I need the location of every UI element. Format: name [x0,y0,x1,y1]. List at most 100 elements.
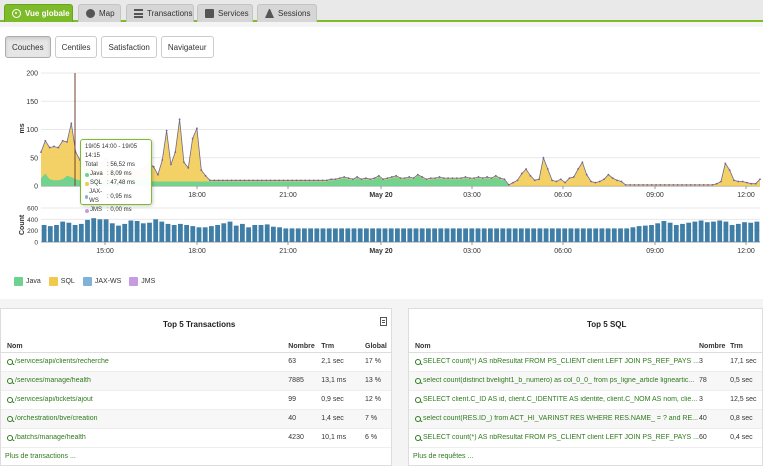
count-bar[interactable] [723,221,729,242]
legend-item[interactable]: Java [14,277,41,286]
count-bar[interactable] [395,228,400,242]
sql-query-link[interactable]: SELECT client.C_ID AS id, client.C_IDENT… [415,396,699,403]
transaction-link[interactable]: /services/api/tickets/ajout [7,396,288,403]
count-bar[interactable] [401,228,406,242]
count-bar[interactable] [500,228,506,242]
count-bar[interactable] [599,228,605,242]
transaction-link[interactable]: /orchestration/bve/creation [7,415,288,422]
count-bar[interactable] [611,228,617,242]
col-header-name[interactable]: Nom [1,341,289,353]
count-bar[interactable] [537,228,543,242]
count-bar[interactable] [661,221,667,242]
count-bar[interactable] [729,225,735,242]
subtab-centiles[interactable]: Centiles [54,36,98,58]
count-bar[interactable] [122,223,128,242]
count-bar[interactable] [184,225,189,242]
col-header-count[interactable]: Nombre [698,341,731,353]
subtab-couches[interactable]: Couches [5,36,51,58]
count-bar[interactable] [562,228,568,242]
count-bar[interactable] [116,225,121,242]
count-bar[interactable] [252,225,258,242]
count-bar[interactable] [140,223,146,242]
count-bar[interactable] [283,228,289,242]
count-bar[interactable] [605,228,611,242]
subtab-navigateur[interactable]: Navigateur [160,36,214,58]
count-bar[interactable] [587,228,592,242]
count-bar[interactable] [673,225,679,242]
count-bar[interactable] [686,222,692,242]
col-header-global[interactable]: Global [365,341,391,353]
count-bar[interactable] [426,228,431,242]
count-bar[interactable] [432,228,437,242]
count-bar[interactable] [351,228,357,242]
count-bar[interactable] [512,228,518,242]
count-bar[interactable] [704,222,710,242]
count-bar[interactable] [308,228,313,242]
export-icon[interactable] [380,317,387,326]
count-bar[interactable] [506,228,512,242]
count-bar[interactable] [47,226,53,242]
count-bar[interactable] [221,223,227,242]
count-bar[interactable] [147,222,152,242]
count-bar[interactable] [159,221,165,242]
count-bar[interactable] [60,221,66,242]
count-bar[interactable] [165,223,171,242]
count-bar[interactable] [419,228,425,242]
count-bar[interactable] [475,228,481,242]
transaction-link[interactable]: /services/manage/health [7,377,288,384]
sql-area[interactable] [41,119,760,186]
legend-item[interactable]: SQL [48,277,75,286]
count-bar[interactable] [196,227,202,242]
count-bar[interactable] [407,228,413,242]
legend-item[interactable]: JMS [129,277,155,286]
count-bar[interactable] [649,225,654,242]
count-bar[interactable] [748,222,754,242]
count-bar[interactable] [66,222,72,242]
count-bar[interactable] [233,225,239,242]
count-bar[interactable] [667,222,673,242]
count-bar[interactable] [636,226,642,242]
count-bar[interactable] [54,225,59,242]
count-bar[interactable] [469,228,475,242]
count-bar[interactable] [295,228,301,242]
count-bar[interactable] [202,227,208,242]
count-bar[interactable] [357,228,363,242]
count-bar[interactable] [574,228,580,242]
tab-map[interactable]: Map [78,4,121,22]
count-bar[interactable] [450,228,456,242]
count-bar[interactable] [128,220,134,243]
count-bar[interactable] [580,228,586,242]
count-bar[interactable] [134,221,140,242]
count-bar[interactable] [680,223,685,242]
count-bar[interactable] [345,228,351,242]
count-bar[interactable] [754,221,760,242]
count-bar[interactable] [518,228,524,242]
col-header-name[interactable]: Nom [409,341,699,353]
count-bar[interactable] [692,221,698,242]
sql-query-link[interactable]: select count(RES.ID_) from ACT_HI_VARINS… [415,415,699,422]
count-bar[interactable] [444,228,450,242]
count-bar[interactable] [171,225,177,242]
count-bar[interactable] [339,228,344,242]
count-bar[interactable] [190,226,196,242]
transaction-link[interactable]: /batchs/manage/health [7,434,288,441]
count-bar[interactable] [215,225,220,242]
count-bar[interactable] [556,228,561,242]
count-bar[interactable] [457,228,462,242]
legend-item[interactable]: JAX-WS [82,277,121,286]
count-bar[interactable] [41,225,47,242]
count-bar[interactable] [593,228,599,242]
count-bar[interactable] [271,226,276,242]
col-header-count[interactable]: Nombre [288,341,322,353]
count-bar[interactable] [642,225,648,242]
count-bar[interactable] [333,228,338,242]
count-bar[interactable] [717,220,723,243]
count-bar[interactable] [258,225,264,242]
count-bar[interactable] [227,221,233,242]
count-bar[interactable] [85,219,90,242]
count-bar[interactable] [531,228,537,242]
java-area[interactable] [41,173,760,186]
count-bar[interactable] [382,228,388,242]
sql-query-link[interactable]: select count(distinct bvelight1_b_numero… [415,377,699,384]
more-queries-link[interactable]: Plus de requêtes ... [413,453,474,460]
